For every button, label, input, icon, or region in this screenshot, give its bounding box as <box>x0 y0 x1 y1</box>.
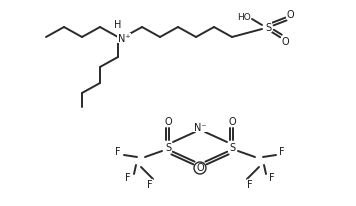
Text: O: O <box>281 37 289 47</box>
Text: H: H <box>114 20 122 30</box>
Text: F: F <box>115 146 121 156</box>
Text: N⁺: N⁺ <box>118 34 130 44</box>
Text: F: F <box>247 179 253 189</box>
Text: S: S <box>165 142 171 152</box>
Text: F: F <box>279 146 285 156</box>
Text: F: F <box>147 179 153 189</box>
Text: N⁻: N⁻ <box>194 122 206 132</box>
Text: F: F <box>269 172 275 182</box>
Text: HO: HO <box>237 13 251 22</box>
Text: O: O <box>286 10 294 20</box>
Text: O: O <box>196 162 204 172</box>
Text: O: O <box>228 116 236 126</box>
Text: O: O <box>164 116 172 126</box>
Text: F: F <box>125 172 131 182</box>
Text: S: S <box>229 142 235 152</box>
Text: S: S <box>265 23 271 33</box>
